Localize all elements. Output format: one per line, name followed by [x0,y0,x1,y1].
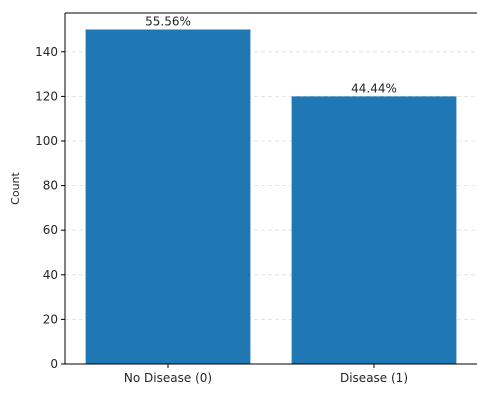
y-tick-label: 20 [43,312,58,326]
y-tick-label: 100 [35,134,58,148]
data-label: 44.44% [351,81,397,95]
x-tick-label: Disease (1) [340,371,408,385]
y-tick-label: 140 [35,45,58,59]
y-tick-label: 80 [43,179,58,193]
y-tick-label: 60 [43,223,58,237]
x-tick-label: No Disease (0) [124,371,212,385]
bar [291,96,457,365]
bar [85,29,251,364]
y-axis-label: Count [9,171,22,204]
bars [85,29,457,365]
axes: No Disease (0) Disease (1) 0 20 40 60 80 100 120… [35,12,477,385]
y-tick-label: 40 [43,268,58,282]
y-tick-label: 120 [35,89,58,103]
data-labels: 55.56% 44.44% [145,15,397,96]
y-tick-label: 0 [50,357,58,371]
data-label: 55.56% [145,15,191,29]
